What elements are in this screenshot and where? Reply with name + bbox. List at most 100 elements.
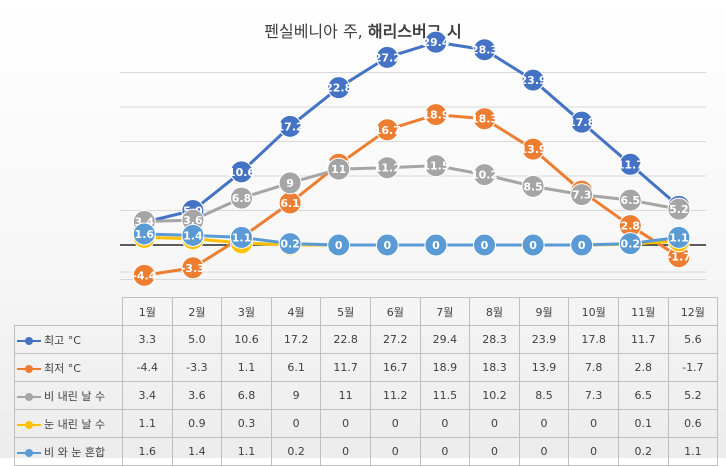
table-cell: 11.2 (369, 381, 421, 410)
table-cell: 0 (320, 409, 371, 438)
data-point (424, 233, 448, 257)
table-cell: 5.0 (171, 325, 223, 354)
table-cell: 3.4 (122, 381, 173, 410)
legend-label: 최저 °C (44, 361, 81, 375)
table-cell: 0 (568, 409, 619, 438)
table-cell: 0.6 (667, 409, 719, 438)
table-cell: 1.6 (122, 437, 173, 466)
data-point (181, 256, 205, 280)
data-label: 8.5 (523, 180, 543, 193)
legend-entry: 최고 °C (14, 325, 123, 354)
data-point (132, 263, 156, 287)
category-label: 7월 (419, 297, 471, 326)
data-point (181, 223, 205, 247)
legend-entry: 비 내린 날 수 (14, 381, 123, 410)
table-cell: 0 (469, 409, 520, 438)
table-cell: 0.3 (221, 409, 272, 438)
data-label: 0.2 (621, 238, 641, 251)
data-label: -4.4 (132, 269, 156, 282)
data-label: 17.2 (277, 120, 304, 133)
category-label: 9월 (518, 297, 570, 326)
table-cell: 27.2 (369, 325, 421, 354)
data-point (424, 154, 448, 178)
table-cell: 10.2 (469, 381, 520, 410)
data-label: 16.7 (374, 124, 401, 137)
category-label: 3월 (221, 297, 272, 326)
data-point (473, 38, 496, 62)
legend-label: 비 와 눈 혼합 (44, 445, 106, 459)
data-label: 28.3 (471, 44, 498, 57)
data-label: 0.2 (280, 238, 300, 251)
series-line (144, 164, 680, 224)
table-cell: 11.5 (419, 381, 471, 410)
data-point (521, 174, 545, 198)
table-cell: 17.8 (568, 325, 619, 354)
data-point (278, 171, 302, 195)
data-point (375, 233, 399, 257)
data-label: 27.2 (374, 51, 401, 64)
data-label: 10.2 (471, 169, 498, 182)
data-label: -3.3 (181, 262, 205, 275)
table-cell: 0 (419, 409, 471, 438)
table-cell: 0.1 (617, 409, 669, 438)
data-point (327, 76, 351, 100)
data-label: 10.6 (228, 166, 255, 179)
table-cell: 3.3 (122, 325, 173, 354)
chart-title-plain: 펜실베니아 주, (264, 22, 368, 41)
category-label: 5월 (320, 297, 371, 326)
data-point (473, 107, 496, 131)
data-label: 23.9 (520, 74, 547, 87)
table-cell: 10.6 (221, 325, 272, 354)
table-cell: 0 (419, 437, 471, 466)
table-cell: 0 (518, 409, 570, 438)
table-cell: 17.2 (270, 325, 322, 354)
data-point (618, 188, 642, 212)
table-cell: 29.4 (419, 325, 471, 354)
table-cell: 11.7 (617, 325, 669, 354)
table-cell: 1.1 (122, 409, 173, 438)
legend-label: 비 내린 날 수 (44, 389, 106, 403)
table-cell: -1.7 (667, 353, 719, 382)
data-label: 3.6 (183, 214, 203, 227)
data-label: 6.5 (621, 194, 641, 207)
data-label: 29.4 (422, 36, 449, 49)
legend-label: 눈 내린 날 수 (44, 417, 106, 431)
table-cell: 0 (469, 437, 520, 466)
data-table: 1월 2월 3월 4월 5월 6월 7월 8월 9월 10월 11월 12월 최고 °C 3.3 5.0 1… (14, 297, 719, 466)
data-label: 0 (335, 239, 343, 252)
data-point (570, 110, 594, 134)
data-label: 5.2 (669, 203, 689, 216)
table-row: 최저 °C -4.4 -3.3 1.1 6.1 11.7 16.7 18.9 18.3 13.9 7… (14, 353, 719, 382)
data-label: 22.8 (325, 82, 352, 95)
data-label: 9 (286, 177, 294, 190)
legend-key (17, 448, 41, 458)
table-cell: -4.4 (122, 353, 173, 382)
table-cell: 0 (320, 437, 371, 466)
table-cell: 13.9 (518, 353, 570, 382)
table-cell: 7.3 (568, 381, 619, 410)
data-label: 6.8 (232, 192, 252, 205)
table-cell: 6.1 (270, 353, 322, 382)
table-cell: 0 (369, 437, 421, 466)
data-point (424, 30, 448, 54)
data-point (570, 183, 594, 207)
table-cell: 0 (369, 409, 421, 438)
data-point (473, 233, 496, 257)
table-cell: 0.2 (617, 437, 669, 466)
table-cell: 1.1 (221, 353, 272, 382)
data-label: 11.2 (374, 162, 401, 175)
table-cell: 1.4 (171, 437, 223, 466)
table-cell: 28.3 (469, 325, 520, 354)
data-label: 13.9 (520, 143, 547, 156)
data-point (521, 137, 545, 161)
data-label: 7.3 (572, 189, 592, 202)
category-label: 10월 (568, 297, 619, 326)
table-cell: 11.7 (320, 353, 371, 382)
legend-entry: 비 와 눈 혼합 (14, 437, 123, 466)
table-cell: 11 (320, 381, 371, 410)
data-point (667, 225, 691, 249)
table-cell: -3.3 (171, 353, 223, 382)
data-label: 18.3 (471, 113, 498, 126)
data-label: 0 (481, 239, 489, 252)
